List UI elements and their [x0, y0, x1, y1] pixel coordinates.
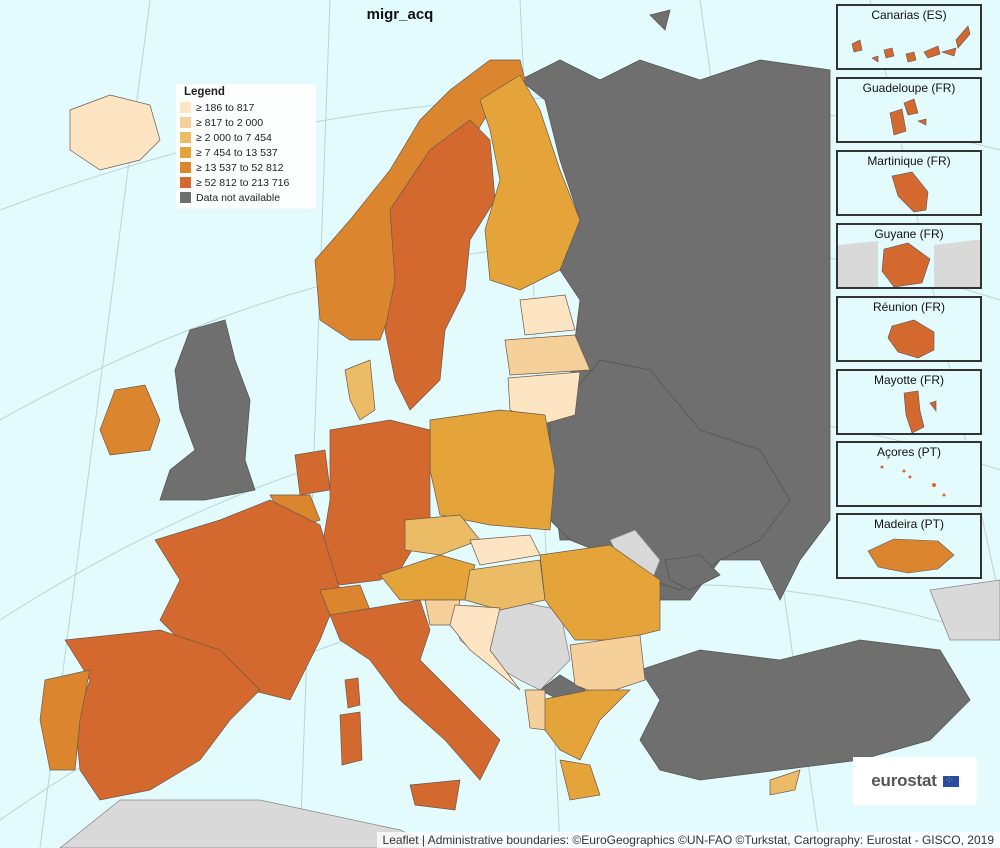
legend-item: ≥ 13 537 to 52 812: [180, 160, 312, 175]
inset-martinique[interactable]: Martinique (FR): [836, 150, 982, 216]
legend-label: ≥ 817 to 2 000: [196, 116, 264, 129]
inset-label: Açores (PT): [876, 445, 941, 459]
legend-item: ≥ 817 to 2 000: [180, 115, 312, 130]
legend-item: ≥ 7 454 to 13 537: [180, 145, 312, 160]
netherlands-region: [294, 449, 331, 496]
cyprus-region: [769, 769, 801, 796]
eu-flag-icon: [942, 775, 959, 787]
north-cape-region: [649, 9, 671, 31]
legend-swatch: [180, 132, 191, 143]
czechia-region: [404, 514, 481, 556]
italy-region: [329, 599, 501, 781]
sweden-region: [384, 119, 496, 411]
inset-canarias[interactable]: Canarias (ES): [836, 4, 982, 70]
map-title: migr_acq: [366, 6, 434, 23]
inset-label: Martinique (FR): [867, 154, 951, 168]
north-africa-region: [59, 799, 441, 848]
legend-swatch: [180, 192, 191, 203]
legend-swatch: [180, 102, 191, 113]
no-data-regions[interactable]: [159, 9, 971, 781]
inset-mayotte[interactable]: Mayotte (FR): [836, 369, 982, 435]
inset-map: [867, 538, 955, 574]
croatia-region: [449, 604, 521, 691]
crimea-region: [664, 554, 721, 591]
corsica-region: [344, 677, 361, 709]
legend-item: ≥ 186 to 817: [180, 100, 312, 115]
poland-region: [429, 409, 556, 531]
inset-label: Guyane (FR): [874, 227, 944, 241]
inset-label: Mayotte (FR): [873, 373, 944, 387]
legend: Legend ≥ 186 to 817 ≥ 817 to 2 000 ≥ 2 0…: [176, 84, 316, 209]
inset-label: Canarias (ES): [871, 8, 947, 22]
sardinia-region: [339, 711, 363, 766]
map-attribution[interactable]: Leaflet | Administrative boundaries: ©Eu…: [376, 832, 1000, 848]
iceland-region: [69, 94, 161, 171]
uk-region: [159, 319, 256, 501]
denmark-region: [344, 359, 376, 421]
legend-label: Data not available: [196, 191, 281, 204]
inset-label: Madeira (PT): [873, 517, 944, 531]
ukraine-belarus-region: [549, 359, 791, 591]
legend-item: Data not available: [180, 190, 312, 205]
peloponnese-region: [559, 759, 601, 801]
legend-label: ≥ 7 454 to 13 537: [196, 146, 278, 159]
legend-item: ≥ 52 812 to 213 716: [180, 175, 312, 190]
legend-swatch: [180, 162, 191, 173]
inset-madeira[interactable]: Madeira (PT): [836, 513, 982, 579]
inset-map: [889, 98, 927, 136]
logo-text: eurostat: [871, 771, 937, 790]
portugal-region: [39, 669, 91, 771]
legend-item: ≥ 2 000 to 7 454: [180, 130, 312, 145]
inset-guyane[interactable]: Guyane (FR): [836, 223, 982, 289]
sicily-region: [409, 779, 461, 811]
bulgaria-region: [569, 634, 646, 696]
greece-region: [539, 689, 631, 761]
slovakia-region: [469, 534, 541, 566]
legend-label: ≥ 186 to 817: [196, 101, 255, 114]
inset-guadeloupe[interactable]: Guadeloupe (FR): [836, 77, 982, 143]
legend-label: ≥ 2 000 to 7 454: [196, 131, 272, 144]
inset-map: [887, 319, 935, 359]
germany-region: [319, 419, 431, 586]
legend-title: Legend: [184, 86, 225, 98]
inset-reunion[interactable]: Réunion (FR): [836, 296, 982, 362]
hungary-region: [464, 559, 546, 611]
inset-label: Guadeloupe (FR): [862, 81, 956, 95]
inset-map: [891, 171, 929, 213]
legend-swatch: [180, 147, 191, 158]
inset-map: [851, 25, 971, 63]
latvia-region: [504, 334, 591, 376]
estonia-region: [519, 294, 576, 336]
turkey-region: [639, 639, 971, 781]
inset-map: [838, 239, 980, 287]
inset-label: Réunion (FR): [872, 300, 946, 314]
inset-map: [903, 390, 937, 433]
eurostat-logo: eurostat: [853, 757, 977, 805]
legend-swatch: [180, 177, 191, 188]
ireland-region: [99, 384, 161, 456]
inset-acores[interactable]: Açores (PT): [836, 441, 982, 507]
legend-label: ≥ 52 812 to 213 716: [196, 176, 290, 189]
north-macedonia-region: [524, 689, 546, 731]
finland-region: [479, 74, 581, 291]
legend-label: ≥ 13 537 to 52 812: [196, 161, 284, 174]
caucasus-region: [929, 579, 1000, 641]
legend-swatch: [180, 117, 191, 128]
eu-countries[interactable]: [39, 59, 801, 811]
inset-map: [880, 465, 946, 497]
lithuania-region: [507, 371, 581, 426]
